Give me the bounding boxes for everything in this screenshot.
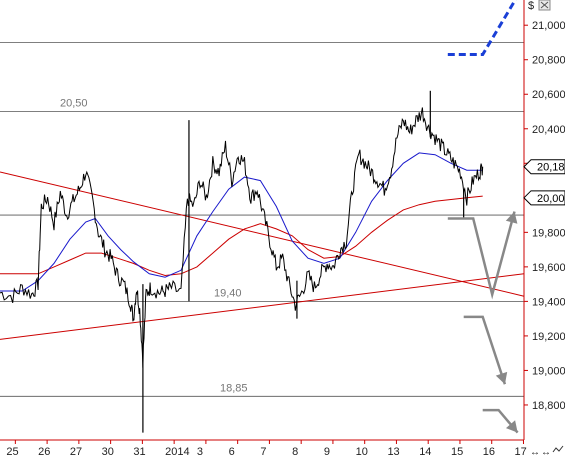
current-price-label: 20,00 [537,193,565,205]
price-line [0,107,484,368]
current-price-markers: 20,18 20,00 [523,159,565,206]
projection-dashed-line [447,0,517,56]
x-tick-label: 7 [260,446,266,458]
currency-symbol: $ [528,0,534,12]
x-tick-label: 9 [324,446,330,458]
level-label: 20,50 [60,98,88,110]
scenario-arrow-line [447,211,516,300]
scroll-left-right-icon[interactable]: ↔ [530,447,540,458]
y-tick-label: 19,000 [532,365,565,377]
zoom-fit-icon[interactable]: ↔ [541,447,551,458]
x-tick-label: 26 [38,446,50,458]
x-tick-label: 17 [514,446,526,458]
x-tick-label: 30 [102,446,114,458]
y-tick-label: 21,000 [532,20,565,32]
trendline [0,171,525,297]
x-tick-label: 8 [292,446,298,458]
moving-average-blue [0,152,483,292]
current-price-box [523,190,565,206]
y-tick-label: 19,200 [532,331,565,343]
scenario-arrow-head [495,371,508,385]
chart-line-icon[interactable] [552,445,564,453]
price-series [0,90,484,433]
x-tick-label: 31 [133,446,145,458]
x-tick-label: 25 [6,446,18,458]
scenario-arrow-head [505,420,518,433]
level-label: 18,85 [220,382,248,394]
projections [447,0,519,434]
y-tick-label: 18,800 [532,400,565,412]
current-price-box [523,159,565,175]
y-tick-label: 20,600 [532,89,565,101]
x-tick-label: 10 [356,446,368,458]
y-tick-label: 19,400 [532,296,565,308]
scenario-arrow-head [505,211,518,224]
x-tick-label: 14 [419,446,431,458]
x-tick-label: 27 [70,446,82,458]
y-tick-label: 20,800 [532,55,565,67]
trendline [0,273,525,340]
svg-text:↔: ↔ [541,447,551,458]
horizontal-levels: 20,50 19,40 18,85 [0,42,524,397]
close-icon[interactable] [538,0,551,11]
level-label: 19,40 [214,287,242,299]
x-tick-label: 3 [197,446,203,458]
x-tick-label: 16 [483,446,495,458]
y-tick-label: 20,400 [532,124,565,136]
current-price-label: 20,18 [537,162,565,174]
x-axis-ticks: 25 26 27 30 31 2014 3 6 7 8 9 10 13 14 15 16 17 [6,440,527,458]
moving-averages [0,152,483,292]
trendlines [0,171,525,340]
scenario-arrow-line [463,315,507,385]
moving-average-red [0,195,483,277]
x-tick-label: 6 [229,446,235,458]
svg-text:↔: ↔ [530,447,540,458]
x-tick-label: 15 [451,446,463,458]
y-tick-label: 19,800 [532,227,565,239]
x-tick-label: 13 [387,446,399,458]
y-tick-label: 19,600 [532,262,565,274]
x-tick-label: 2014 [165,446,189,458]
